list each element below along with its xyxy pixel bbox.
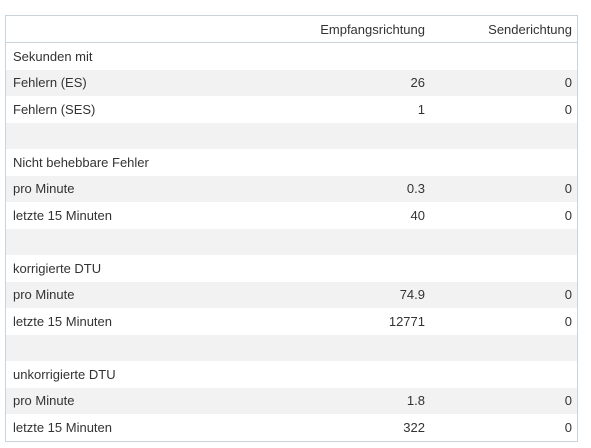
- row-receive-value: 26: [410, 75, 425, 91]
- table-row-spacer: [6, 228, 577, 255]
- row-label: pro Minute: [13, 287, 75, 303]
- table-row-spacer: [6, 122, 577, 149]
- row-label: Sekunden mit: [13, 48, 93, 64]
- dsl-error-statistics-table: Empfangsrichtung Senderichtung Sekunden …: [5, 15, 578, 442]
- header-send-direction: Senderichtung: [488, 21, 572, 37]
- row-label: letzte 15 Minuten: [13, 207, 113, 223]
- row-label: letzte 15 Minuten: [13, 313, 113, 329]
- row-label: Fehlern (ES): [13, 75, 87, 91]
- row-receive-value: 0.3: [406, 181, 425, 197]
- row-receive-value: 12771: [388, 313, 425, 329]
- table-row: Fehlern (SES) 1 0: [6, 96, 577, 123]
- row-label: pro Minute: [13, 393, 75, 409]
- row-send-value: 0: [564, 419, 572, 435]
- table-row: Sekunden mit: [6, 43, 577, 70]
- row-send-value: 0: [564, 181, 572, 197]
- row-label: letzte 15 Minuten: [13, 419, 113, 435]
- table-row: letzte 15 Minuten 40 0: [6, 202, 577, 229]
- row-label: unkorrigierte DTU: [13, 366, 116, 382]
- table-row: unkorrigierte DTU: [6, 361, 577, 388]
- table-header-row: Empfangsrichtung Senderichtung: [6, 16, 577, 43]
- table-row: korrigierte DTU: [6, 255, 577, 282]
- row-send-value: 0: [564, 101, 572, 117]
- table-row: pro Minute 1.8 0: [6, 387, 577, 414]
- table-row: letzte 15 Minuten 322 0: [6, 414, 577, 441]
- row-receive-value: 40: [410, 207, 425, 223]
- row-label: pro Minute: [13, 181, 75, 197]
- row-send-value: 0: [564, 287, 572, 303]
- row-send-value: 0: [564, 75, 572, 91]
- table-row: pro Minute 0.3 0: [6, 175, 577, 202]
- row-send-value: 0: [564, 207, 572, 223]
- row-label: Fehlern (SES): [13, 101, 96, 117]
- row-receive-value: 1.8: [406, 393, 425, 409]
- row-receive-value: 1: [417, 101, 425, 117]
- header-receive-direction: Empfangsrichtung: [320, 21, 425, 37]
- table-row: pro Minute 74.9 0: [6, 281, 577, 308]
- table-row: letzte 15 Minuten 12771 0: [6, 308, 577, 335]
- row-label: Nicht behebbare Fehler: [13, 154, 149, 170]
- row-send-value: 0: [564, 313, 572, 329]
- table-row-spacer: [6, 334, 577, 361]
- table-row: Fehlern (ES) 26 0: [6, 69, 577, 96]
- table-row: Nicht behebbare Fehler: [6, 149, 577, 176]
- row-receive-value: 322: [403, 419, 425, 435]
- row-send-value: 0: [564, 393, 572, 409]
- row-label: korrigierte DTU: [13, 260, 102, 276]
- row-receive-value: 74.9: [399, 287, 425, 303]
